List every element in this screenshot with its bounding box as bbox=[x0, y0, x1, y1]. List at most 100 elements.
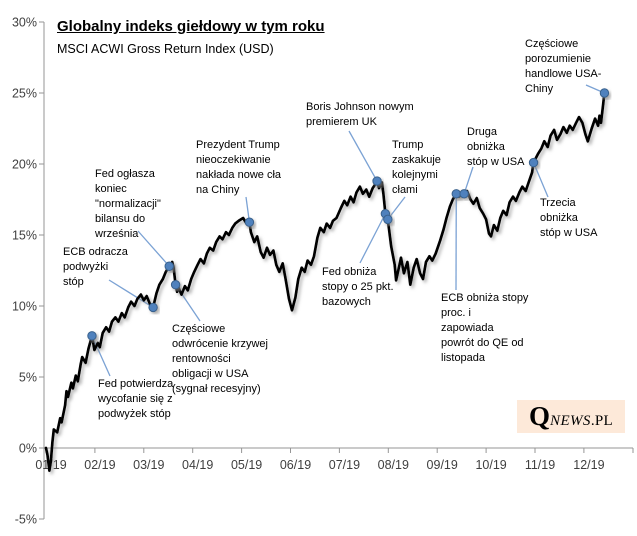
x-axis-label: 09/19 bbox=[427, 458, 458, 472]
annotation-line: listopada bbox=[441, 352, 486, 364]
event-marker-boris-johnson bbox=[372, 176, 382, 186]
annotation-line: bilansu do bbox=[95, 213, 146, 225]
annotation-line: Fed ogłasza bbox=[95, 168, 155, 180]
annotation-line: handlowe USA- bbox=[525, 68, 602, 80]
annotation-druga-obnizka: Druga obniżka stóp w USA bbox=[467, 125, 524, 170]
x-axis-label: 03/19 bbox=[133, 458, 164, 472]
x-axis-label: 08/19 bbox=[378, 458, 409, 472]
annotation-line: podwyżki bbox=[63, 261, 109, 273]
leader-line-druga-obnizka bbox=[463, 166, 474, 195]
annotation-line: kolejnymi bbox=[392, 169, 438, 181]
annotation-line: rentowności bbox=[172, 353, 231, 365]
leader-line-ecb-odracza bbox=[108, 279, 154, 308]
annotation-line: (sygnał recesyjny) bbox=[172, 383, 261, 395]
leader-line-fed-oglasza bbox=[137, 230, 170, 267]
x-axis-label: 07/19 bbox=[329, 458, 360, 472]
annotation-fed-oglasza: Fed ogłasza koniec "normalizacji" bilansu d… bbox=[95, 167, 161, 242]
annotation-line: Boris Johnson nowym bbox=[306, 101, 414, 113]
event-marker-prezydent-trump bbox=[244, 217, 255, 227]
y-axis-label: 0% bbox=[19, 442, 37, 456]
y-axis-label: 10% bbox=[12, 300, 37, 314]
annotation-line: stóp w USA bbox=[467, 156, 525, 168]
y-axis-label: 5% bbox=[19, 371, 37, 385]
annotation-line: stóp w USA bbox=[540, 227, 598, 239]
annotation-line: premierem UK bbox=[306, 116, 377, 128]
annotation-line: ECB obniża stopy bbox=[441, 292, 529, 304]
leader-line-trump-zaskakuje bbox=[387, 196, 406, 220]
annotation-line: stóp bbox=[63, 276, 84, 288]
index-line bbox=[44, 91, 606, 473]
annotation-line: podwyżek stóp bbox=[98, 408, 171, 420]
x-axis-label: 02/19 bbox=[84, 458, 115, 472]
annotation-line: nieoczekiwanie bbox=[196, 154, 271, 166]
annotation-line: koniec bbox=[95, 183, 127, 195]
leader-line-fed-potwierdza bbox=[91, 335, 111, 377]
y-axis-label: 30% bbox=[12, 16, 37, 30]
annotation-line: Trzecia bbox=[540, 197, 576, 209]
qnews-logo-news: NEWS bbox=[550, 413, 591, 429]
annotation-line: Prezydent Trump bbox=[196, 139, 280, 151]
y-axis-label: -5% bbox=[15, 513, 37, 527]
chart-title: Globalny indeks giełdowy w tym roku bbox=[57, 18, 325, 35]
annotation-line: Chiny bbox=[525, 83, 554, 95]
annotation-line: zapowiada bbox=[441, 322, 494, 334]
leader-line-fed-obniza bbox=[359, 213, 386, 264]
annotation-line: stopy o 25 pkt. bbox=[322, 281, 394, 293]
event-marker-fed-potwierdza bbox=[87, 331, 97, 341]
annotation-line: obligacji w USA bbox=[172, 368, 249, 380]
annotation-line: Częściowe bbox=[525, 38, 579, 50]
x-axis-label: 11/19 bbox=[525, 458, 555, 472]
annotation-trzecia-obnizka: Trzecia obniżka stóp w USA bbox=[540, 196, 597, 241]
annotation-ecb-odracza: ECB odracza podwyżki stóp bbox=[63, 245, 128, 290]
y-axis-label: 20% bbox=[12, 158, 37, 172]
annotation-fed-potwierdza: Fed potwierdza wycofanie się z podwyżek st… bbox=[98, 377, 173, 422]
event-marker-trzecia-obnizka bbox=[528, 157, 539, 168]
event-marker-ecb-obniza bbox=[451, 189, 461, 199]
event-marker-ecb-odracza bbox=[148, 302, 158, 313]
annotation-line: wycofanie się z bbox=[98, 393, 173, 405]
chart-subtitle: MSCI ACWI Gross Return Index (USD) bbox=[57, 42, 274, 56]
y-axis-label: 25% bbox=[12, 87, 37, 101]
event-marker-czesciowe-porozumienie bbox=[599, 88, 610, 98]
annotation-prezydent-trump: Prezydent Trump nieoczekiwanie nakłada now… bbox=[196, 138, 281, 198]
x-axis-label: 04/19 bbox=[182, 458, 213, 472]
qnews-logo: Q NEWS .PL bbox=[517, 400, 625, 433]
annotation-fed-obniza: Fed obniża stopy o 25 pkt. bazowych bbox=[322, 265, 394, 310]
x-axis-label: 06/19 bbox=[280, 458, 311, 472]
annotation-line: Fed potwierdza bbox=[98, 378, 174, 390]
annotation-line: na Chiny bbox=[196, 184, 240, 196]
annotation-trump-zaskakuje: Trump zaskakuje kolejnymi cłami bbox=[392, 138, 441, 198]
annotation-line: bazowych bbox=[322, 296, 371, 308]
annotation-line: Fed obniża bbox=[322, 266, 377, 278]
x-axis-label: 10/19 bbox=[475, 458, 506, 472]
event-marker-druga-obnizka bbox=[459, 189, 469, 199]
annotation-boris-johnson: Boris Johnson nowym premierem UK bbox=[306, 100, 414, 130]
annotation-line: cłami bbox=[392, 184, 418, 196]
annotation-line: porozumienie bbox=[525, 53, 592, 65]
annotation-line: "normalizacji" bbox=[95, 198, 161, 210]
annotation-line: powrót do QE od bbox=[441, 337, 524, 349]
event-marker-trump-zaskakuje bbox=[383, 214, 393, 225]
annotation-ecb-obniza: ECB obniża stopy proc. i zapowiada powrót d… bbox=[441, 291, 528, 366]
leader-line-trzecia-obnizka bbox=[532, 162, 549, 198]
y-axis-label: 15% bbox=[12, 229, 37, 243]
annotation-line: obniżka bbox=[540, 212, 578, 224]
annotation-line: obniżka bbox=[467, 141, 505, 153]
annotation-czesciowe-porozumienie: Częściowe porozumienie handlowe USA- Chiny bbox=[525, 37, 601, 97]
axes bbox=[39, 21, 634, 520]
qnews-logo-q: Q bbox=[529, 401, 551, 431]
leader-line-boris-johnson bbox=[348, 130, 378, 182]
event-marker-czesciowe-odwrocenie bbox=[170, 280, 181, 290]
annotation-line: ECB odracza bbox=[63, 246, 128, 258]
annotation-line: Druga bbox=[467, 126, 497, 138]
annotation-line: zaskakuje bbox=[392, 154, 441, 166]
annotation-line: Częściowe bbox=[172, 323, 226, 335]
qnews-logo-pl: .PL bbox=[590, 413, 613, 429]
annotation-line: proc. i bbox=[441, 307, 471, 319]
annotation-line: Trump bbox=[392, 139, 424, 151]
annotation-line: września bbox=[95, 228, 139, 240]
x-axis-label: 05/19 bbox=[231, 458, 262, 472]
annotation-line: odwrócenie krzywej bbox=[172, 338, 268, 350]
